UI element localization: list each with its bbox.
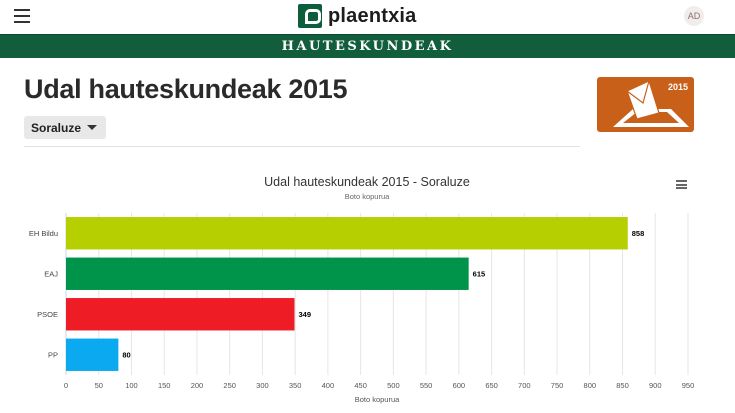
top-bar: plaentxia AD (0, 0, 735, 34)
x-tick-label: 750 (551, 381, 564, 390)
x-tick-label: 650 (485, 381, 498, 390)
chart-bars: EH Bildu 858 EAJ 615 PSOE 349 PP 80 (29, 217, 644, 371)
chart-title: Udal hauteskundeak 2015 - Soraluze (264, 175, 470, 189)
x-tick-label: 250 (223, 381, 236, 390)
chart-container: Udal hauteskundeak 2015 - Soraluze Boto … (0, 165, 735, 413)
x-tick-label: 400 (322, 381, 335, 390)
x-tick-label: 950 (682, 381, 695, 390)
x-tick-label: 450 (354, 381, 367, 390)
x-tick-label: 500 (387, 381, 400, 390)
x-tick-label: 100 (125, 381, 138, 390)
x-tick-label: 850 (616, 381, 629, 390)
municipality-select[interactable]: Soraluze (24, 116, 106, 139)
bar (66, 257, 469, 290)
election-badge[interactable]: 2015 (597, 77, 694, 132)
bar (66, 338, 119, 371)
avatar[interactable]: AD (684, 6, 704, 26)
x-tick-label: 350 (289, 381, 302, 390)
x-tick-label: 700 (518, 381, 531, 390)
x-tick-label: 150 (158, 381, 171, 390)
y-tick-label: PP (48, 350, 58, 359)
brand-logo[interactable]: plaentxia (298, 3, 417, 29)
bar-chart: Udal hauteskundeak 2015 - Soraluze Boto … (29, 175, 694, 404)
y-tick-label: PSOE (37, 310, 58, 319)
chart-menu-icon[interactable] (676, 180, 687, 189)
x-tick-label: 50 (95, 381, 103, 390)
x-axis-ticks: 0 50 100 150 200 250 300 350 400 450 500 550 600 650 7… (64, 381, 694, 390)
data-label: 615 (473, 269, 486, 278)
x-tick-label: 0 (64, 381, 68, 390)
bar (66, 217, 628, 250)
x-tick-label: 900 (649, 381, 662, 390)
y-tick-label: EH Bildu (29, 229, 58, 238)
section-banner-label: HAUTESKUNDEAK (281, 39, 454, 54)
x-tick-label: 800 (584, 381, 597, 390)
y-tick-label: EAJ (44, 269, 58, 278)
hamburger-icon[interactable] (14, 9, 30, 23)
municipality-select-value: Soraluze (31, 120, 82, 135)
election-badge-year: 2015 (667, 82, 688, 92)
x-tick-label: 300 (256, 381, 269, 390)
page-title: Udal hauteskundeak 2015 (24, 74, 348, 104)
x-tick-label: 550 (420, 381, 433, 390)
brand-logo-mark (298, 4, 322, 28)
ballot-box-icon (613, 80, 689, 127)
bar (66, 298, 295, 331)
x-axis-label: Boto kopurua (355, 395, 400, 404)
brand-name: plaentxia (328, 4, 417, 27)
section-banner[interactable]: HAUTESKUNDEAK (0, 34, 735, 58)
chevron-down-icon (87, 125, 97, 130)
data-label: 80 (122, 350, 130, 359)
chart-subtitle: Boto kopurua (345, 192, 390, 201)
x-tick-label: 600 (453, 381, 466, 390)
divider (24, 146, 580, 147)
data-label: 349 (299, 310, 312, 319)
data-label: 858 (632, 229, 645, 238)
x-tick-label: 200 (191, 381, 204, 390)
